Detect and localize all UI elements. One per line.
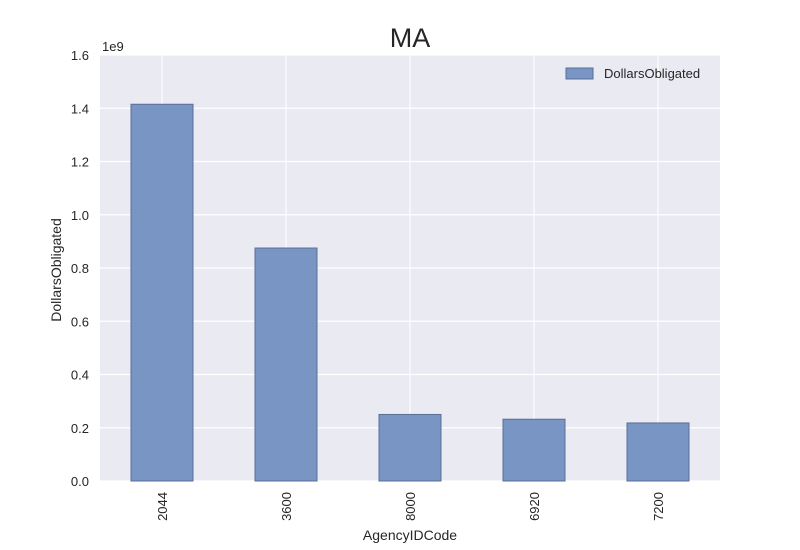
x-tick-label: 3600 [279,492,294,521]
bar-6920 [502,418,566,482]
x-axis-label: AgencyIDCode [363,527,457,543]
y-axis-label: DollarsObligated [48,218,64,322]
bars [130,103,690,482]
bar-3600 [254,247,318,482]
y-tick-labels: 0.0 0.2 0.4 0.6 0.8 1.0 1.2 1.4 1.6 [71,48,89,489]
legend-swatch [565,67,594,80]
y-tick-label: 0.6 [71,314,89,329]
x-tick-label: 7200 [651,492,666,521]
x-tick-label: 6920 [527,492,542,521]
chart-title: MA [390,23,431,53]
legend: DollarsObligated [565,66,700,81]
y-axis-offset-label: 1e9 [102,39,124,54]
y-tick-label: 0.2 [71,421,89,436]
y-tick-label: 1.0 [71,208,89,223]
x-tick-label: 8000 [403,492,418,521]
bar-8000 [378,413,442,482]
y-tick-label: 1.4 [71,101,89,116]
legend-label: DollarsObligated [604,66,700,81]
bar-7200 [626,422,690,482]
y-tick-label: 0.8 [71,261,89,276]
y-tick-label: 1.6 [71,48,89,63]
x-tick-labels: 2044 3600 8000 6920 7200 [155,492,666,521]
y-tick-label: 0.0 [71,474,89,489]
x-tick-label: 2044 [155,492,170,521]
bar-2044 [130,103,194,482]
y-tick-label: 0.4 [71,368,89,383]
y-tick-label: 1.2 [71,155,89,170]
